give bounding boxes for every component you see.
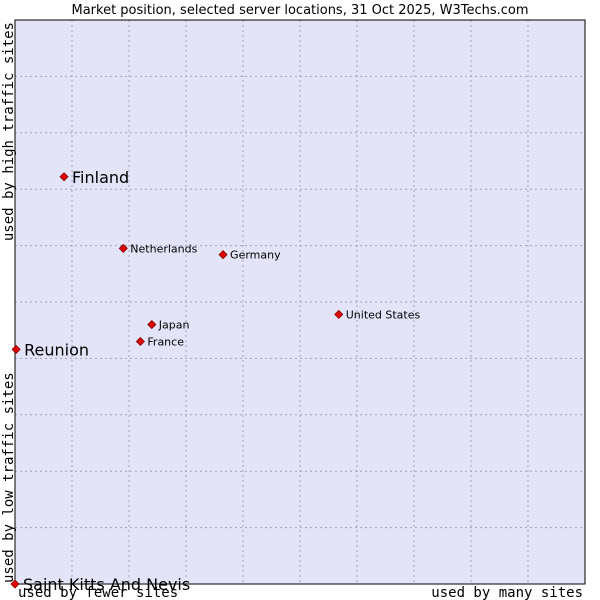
- data-point-reunion: Reunion: [11, 340, 89, 359]
- point-label: Finland: [72, 168, 129, 187]
- chart-title: Market position, selected server locatio…: [71, 3, 528, 18]
- point-marker: [10, 579, 20, 589]
- data-point-saint-kitts-and-nevis: Saint Kitts And Nevis: [10, 575, 190, 594]
- point-marker: [334, 309, 344, 319]
- point-label: Reunion: [24, 340, 89, 359]
- point-marker: [11, 344, 21, 354]
- point-label: United States: [346, 308, 421, 321]
- data-point-united-states: United States: [334, 308, 421, 321]
- y-axis-label-bottom: used by low traffic sites: [1, 372, 17, 583]
- point-marker: [118, 243, 128, 253]
- point-marker: [135, 336, 145, 347]
- point-label: Saint Kitts And Nevis: [23, 575, 190, 594]
- point-label: Germany: [230, 249, 281, 262]
- point-label: Japan: [158, 319, 190, 332]
- data-point-france: France: [135, 335, 184, 348]
- x-axis-label-left: used by fewer sites: [18, 585, 178, 600]
- data-point-germany: Germany: [218, 249, 281, 262]
- data-point-netherlands: Netherlands: [118, 242, 198, 255]
- point-marker: [218, 250, 228, 260]
- point-marker: [147, 319, 157, 330]
- data-points: Finland Netherlands Germany United States Ja…: [10, 168, 421, 594]
- data-point-japan: Japan: [147, 319, 190, 332]
- point-label: Netherlands: [130, 242, 197, 255]
- y-axis-label-top: used by high traffic sites: [1, 22, 17, 241]
- plot-border: [14, 19, 586, 585]
- data-point-finland: Finland: [59, 168, 129, 187]
- point-marker: [59, 172, 69, 182]
- x-axis-label-right: used by many sites: [431, 585, 583, 600]
- grid: [15, 20, 585, 584]
- point-label: France: [147, 335, 184, 348]
